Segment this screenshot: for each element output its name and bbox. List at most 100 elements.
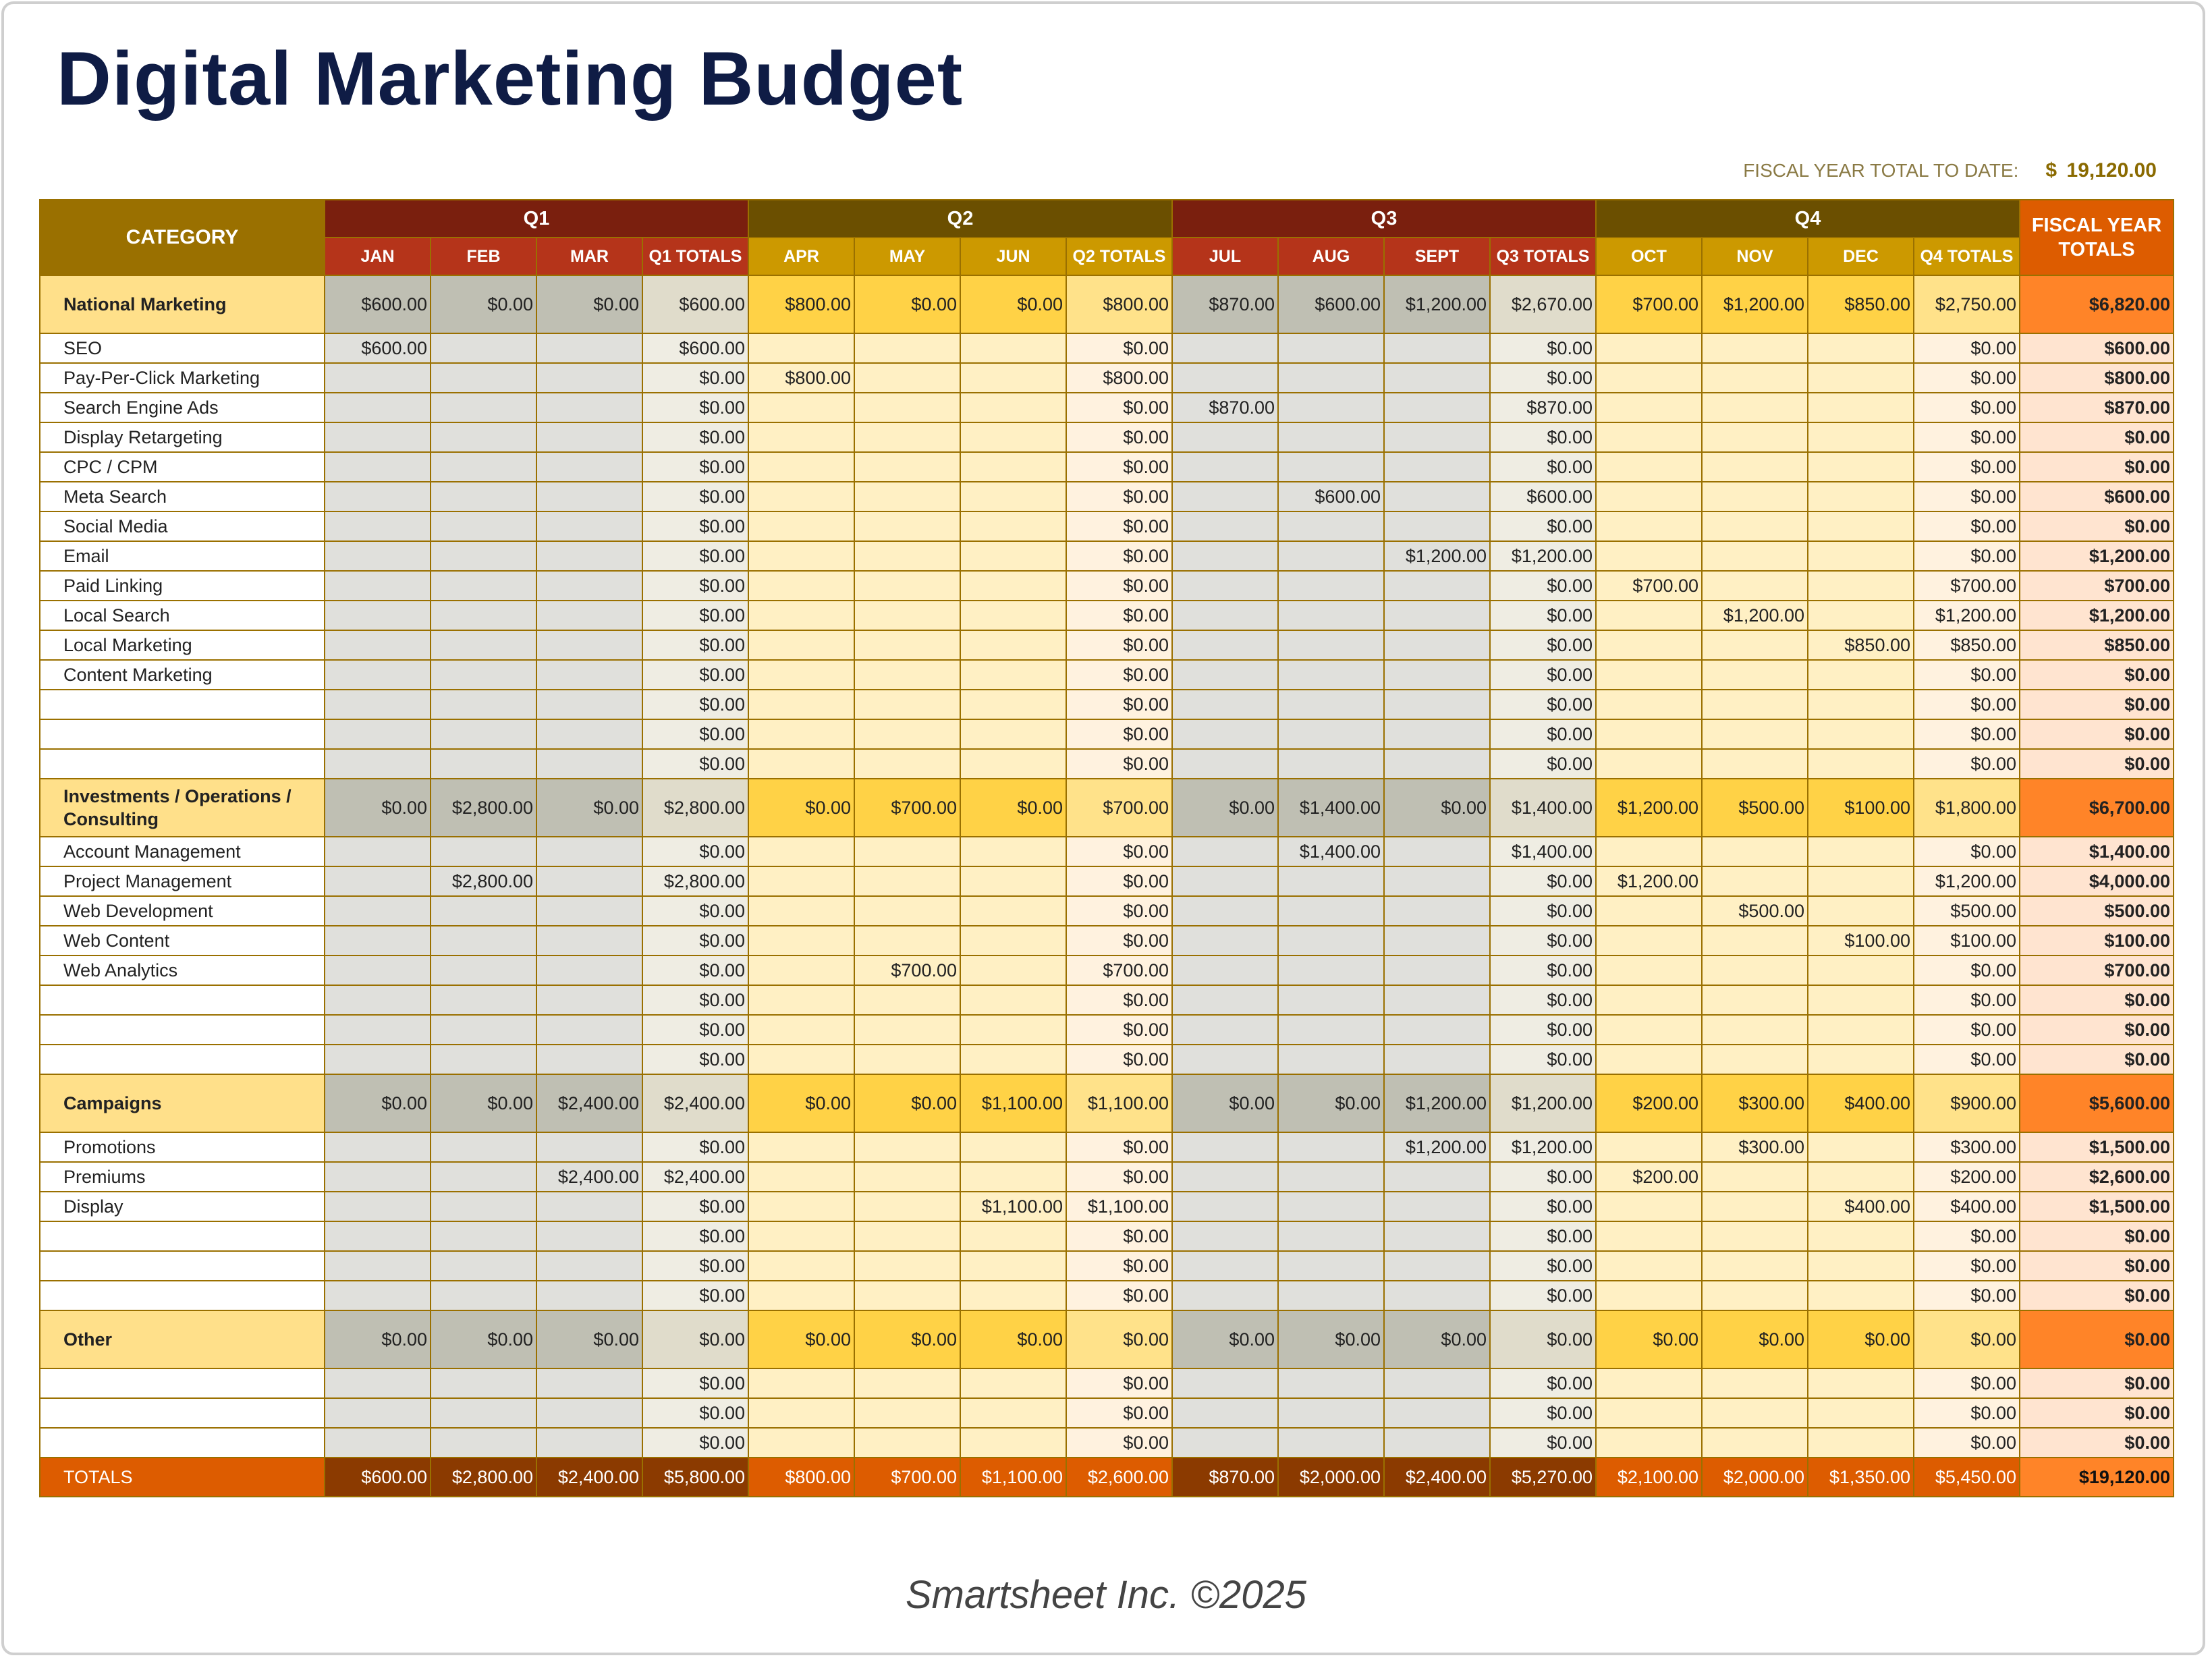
budget-cell[interactable]: $1,200.00 (1383, 541, 1491, 572)
budget-cell[interactable] (960, 955, 1067, 986)
budget-cell[interactable] (1701, 925, 1808, 956)
budget-cell[interactable] (854, 925, 961, 956)
budget-cell[interactable]: $0.00 (1489, 866, 1597, 897)
budget-cell[interactable] (1171, 659, 1279, 690)
budget-cell[interactable]: $0.00 (1066, 333, 1173, 364)
budget-cell[interactable] (1383, 570, 1491, 601)
budget-cell[interactable] (960, 1014, 1067, 1045)
budget-cell[interactable]: $700.00 (1595, 275, 1703, 334)
budget-cell[interactable] (324, 1044, 431, 1075)
budget-cell[interactable]: $1,100.00 (960, 1191, 1067, 1222)
budget-cell[interactable] (1701, 719, 1808, 750)
budget-cell[interactable] (1277, 925, 1385, 956)
budget-cell[interactable] (960, 689, 1067, 720)
budget-cell[interactable] (1171, 1427, 1279, 1458)
budget-cell[interactable]: $0.00 (642, 985, 749, 1016)
budget-cell[interactable] (324, 570, 431, 601)
budget-cell[interactable] (960, 392, 1067, 423)
budget-cell[interactable] (430, 748, 537, 779)
budget-cell[interactable] (1701, 748, 1808, 779)
budget-cell[interactable]: $2,000.00 (1277, 1457, 1385, 1497)
budget-cell[interactable]: $0.00 (1066, 451, 1173, 482)
budget-cell[interactable] (1595, 1221, 1703, 1252)
budget-cell[interactable]: $500.00 (1701, 778, 1808, 837)
budget-cell[interactable] (1383, 422, 1491, 453)
budget-cell[interactable] (536, 689, 643, 720)
budget-cell[interactable] (1277, 1161, 1385, 1192)
budget-cell[interactable]: $0.00 (1066, 1014, 1173, 1045)
budget-cell[interactable]: $850.00 (1807, 630, 1914, 661)
budget-cell[interactable] (324, 1161, 431, 1192)
budget-cell[interactable]: $2,400.00 (642, 1074, 749, 1133)
budget-cell[interactable] (1595, 1250, 1703, 1281)
budget-cell[interactable] (324, 1191, 431, 1222)
budget-cell[interactable] (960, 481, 1067, 512)
budget-cell[interactable] (1277, 1221, 1385, 1252)
budget-cell[interactable] (536, 333, 643, 364)
budget-cell[interactable] (960, 895, 1067, 926)
budget-cell[interactable] (1383, 955, 1491, 986)
budget-cell[interactable] (1171, 1191, 1279, 1222)
budget-cell[interactable] (536, 925, 643, 956)
budget-cell[interactable] (324, 422, 431, 453)
budget-cell[interactable]: $300.00 (1701, 1074, 1808, 1133)
budget-cell[interactable] (1807, 362, 1914, 393)
budget-cell[interactable] (1701, 1427, 1808, 1458)
budget-cell[interactable] (324, 985, 431, 1016)
budget-cell[interactable] (854, 362, 961, 393)
budget-cell[interactable]: $0.00 (642, 955, 749, 986)
budget-cell[interactable]: $0.00 (642, 1427, 749, 1458)
budget-cell[interactable]: $0.00 (642, 1014, 749, 1045)
budget-cell[interactable]: $0.00 (536, 275, 643, 334)
budget-cell[interactable]: $0.00 (1066, 1280, 1173, 1311)
budget-cell[interactable]: $0.00 (1489, 1161, 1597, 1192)
budget-cell[interactable] (324, 392, 431, 423)
budget-cell[interactable] (960, 1427, 1067, 1458)
budget-cell[interactable] (430, 570, 537, 601)
budget-cell[interactable] (1383, 511, 1491, 542)
budget-cell[interactable]: $1,400.00 (1277, 778, 1385, 837)
budget-cell[interactable]: $0.00 (1066, 895, 1173, 926)
budget-cell[interactable] (1171, 481, 1279, 512)
budget-cell[interactable] (960, 1280, 1067, 1311)
budget-cell[interactable] (430, 985, 537, 1016)
budget-cell[interactable]: $600.00 (1489, 481, 1597, 512)
budget-cell[interactable] (324, 362, 431, 393)
budget-cell[interactable] (430, 422, 537, 453)
budget-cell[interactable]: $0.00 (642, 1310, 749, 1369)
budget-cell[interactable]: $850.00 (1913, 630, 2020, 661)
budget-cell[interactable] (1383, 600, 1491, 631)
budget-cell[interactable] (536, 481, 643, 512)
budget-cell[interactable]: $0.00 (1489, 362, 1597, 393)
budget-cell[interactable] (854, 985, 961, 1016)
budget-cell[interactable] (1383, 985, 1491, 1016)
budget-cell[interactable] (1383, 748, 1491, 779)
budget-cell[interactable]: $2,800.00 (642, 866, 749, 897)
budget-cell[interactable]: $2,400.00 (536, 1161, 643, 1192)
budget-cell[interactable] (748, 1221, 855, 1252)
budget-cell[interactable]: $0.00 (642, 451, 749, 482)
budget-cell[interactable] (1807, 1044, 1914, 1075)
budget-cell[interactable]: $0.00 (748, 1074, 855, 1133)
budget-cell[interactable]: $0.00 (1489, 1427, 1597, 1458)
budget-cell[interactable] (1701, 1368, 1808, 1399)
budget-cell[interactable] (324, 748, 431, 779)
budget-cell[interactable]: $0.00 (1066, 570, 1173, 601)
budget-cell[interactable] (960, 1161, 1067, 1192)
budget-cell[interactable] (748, 955, 855, 986)
budget-cell[interactable]: $700.00 (854, 778, 961, 837)
budget-cell[interactable] (1701, 836, 1808, 867)
budget-cell[interactable] (1595, 1280, 1703, 1311)
budget-cell[interactable]: $1,400.00 (1489, 778, 1597, 837)
budget-cell[interactable] (1595, 1191, 1703, 1222)
budget-cell[interactable]: $0.00 (1489, 925, 1597, 956)
budget-cell[interactable] (1383, 1161, 1491, 1192)
budget-cell[interactable]: $400.00 (1913, 1191, 2020, 1222)
budget-cell[interactable]: $0.00 (642, 570, 749, 601)
budget-cell[interactable] (854, 600, 961, 631)
budget-cell[interactable]: $0.00 (1489, 511, 1597, 542)
budget-cell[interactable] (430, 1161, 537, 1192)
budget-cell[interactable] (1277, 392, 1385, 423)
budget-cell[interactable]: $0.00 (1489, 1310, 1597, 1369)
budget-cell[interactable] (748, 1132, 855, 1163)
